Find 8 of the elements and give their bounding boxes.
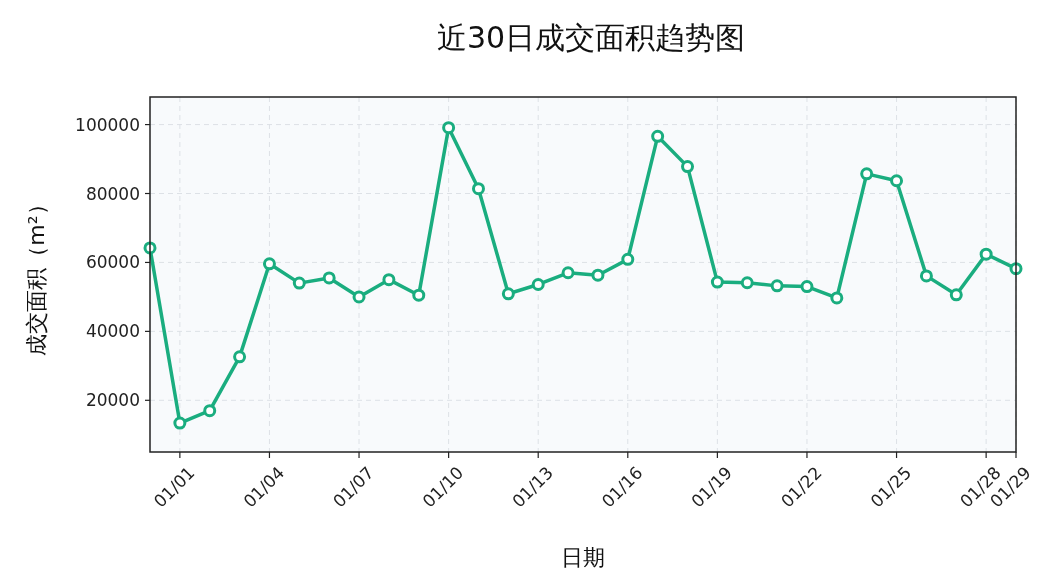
y-tick-label: 20000 [85, 390, 140, 411]
y-tick-label: 60000 [85, 252, 140, 273]
chart-title: 近30日成交面积趋势图 [436, 20, 746, 55]
x-axis-title: 日期 [561, 545, 605, 570]
y-tick-label: 80000 [85, 183, 140, 204]
y-tick-label: 100000 [75, 114, 140, 135]
y-tick-label: 40000 [85, 321, 140, 342]
y-axis-title: 成交面积（m²） [24, 193, 49, 356]
